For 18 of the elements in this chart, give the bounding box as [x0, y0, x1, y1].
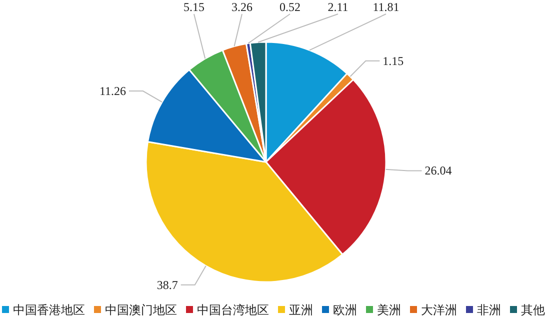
legend-label: 中国香港地区 — [13, 303, 85, 317]
legend-label: 美洲 — [377, 303, 401, 317]
data-label: 1.15 — [382, 54, 404, 68]
legend-label: 中国台湾地区 — [197, 303, 269, 317]
legend-label: 欧洲 — [333, 303, 357, 317]
data-label: 11.81 — [372, 0, 400, 14]
legend-label: 亚洲 — [289, 303, 313, 317]
data-label: 26.04 — [424, 164, 452, 178]
data-label: 38.7 — [156, 278, 178, 292]
legend-label: 中国澳门地区 — [105, 303, 177, 317]
data-label: 11.26 — [99, 84, 126, 98]
legend-label: 大洋洲 — [421, 303, 457, 317]
data-label: 0.52 — [279, 0, 300, 14]
data-label: 3.26 — [231, 0, 252, 14]
data-label: 5.15 — [183, 0, 204, 14]
data-label: 2.11 — [328, 0, 348, 14]
legend-label: 非洲 — [477, 303, 501, 317]
legend-label: 其他 — [521, 303, 545, 317]
